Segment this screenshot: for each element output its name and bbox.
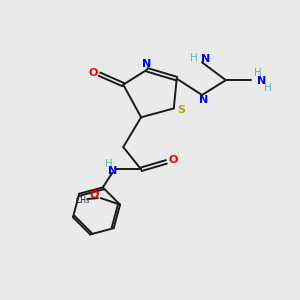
Text: N: N: [142, 59, 152, 69]
Text: CH₃: CH₃: [76, 196, 90, 205]
Text: O: O: [88, 68, 98, 78]
Text: S: S: [177, 105, 185, 115]
Text: N: N: [199, 95, 208, 105]
Text: H: H: [190, 53, 198, 63]
Text: H: H: [264, 82, 272, 93]
Text: N: N: [201, 54, 210, 64]
Text: N: N: [108, 166, 118, 176]
Text: H: H: [105, 159, 113, 169]
Text: O: O: [89, 190, 99, 200]
Text: H: H: [254, 68, 262, 78]
Text: N: N: [257, 76, 266, 86]
Text: O: O: [168, 154, 178, 164]
